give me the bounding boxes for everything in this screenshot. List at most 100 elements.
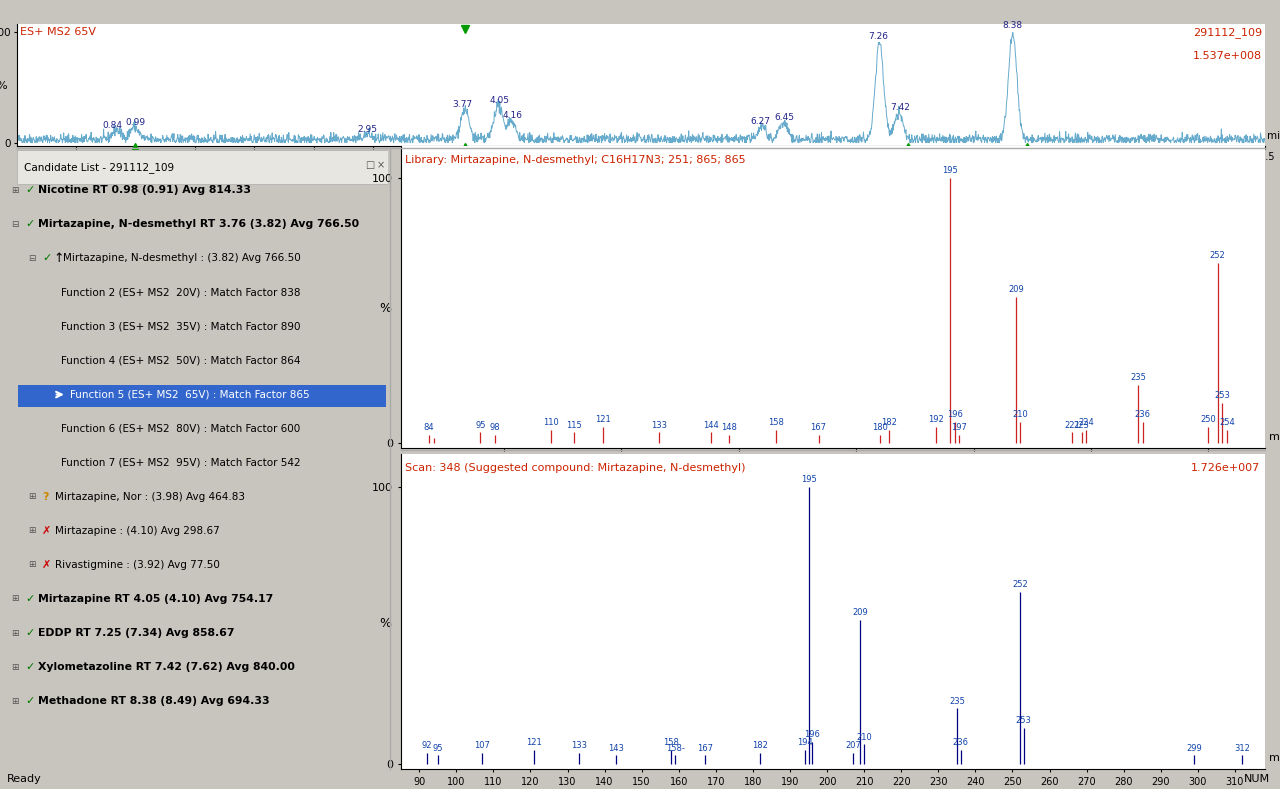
Text: Candidate List - 291112_109: Candidate List - 291112_109 [24, 162, 174, 173]
Text: □: □ [366, 160, 375, 170]
Text: Scan: 348 (Suggested compound: Mirtazapine, N-desmethyl): Scan: 348 (Suggested compound: Mirtazapi… [404, 463, 745, 473]
Text: 235: 235 [1130, 373, 1146, 382]
Text: 8.38: 8.38 [1002, 21, 1023, 30]
Text: ⊞: ⊞ [28, 560, 36, 570]
Text: 235: 235 [948, 697, 965, 705]
Text: Rivastigmine : (3.92) Avg 77.50: Rivastigmine : (3.92) Avg 77.50 [55, 560, 220, 570]
Text: 6.45: 6.45 [774, 114, 795, 122]
Text: 209: 209 [852, 608, 868, 617]
Text: 223: 223 [1074, 421, 1089, 429]
Text: 210: 210 [856, 733, 872, 742]
Text: 252: 252 [1210, 251, 1225, 260]
Text: 133: 133 [571, 741, 586, 750]
Text: ⊞: ⊞ [28, 526, 36, 535]
Text: 107: 107 [475, 741, 490, 750]
Text: Xylometazoline RT 7.42 (7.62) Avg 840.00: Xylometazoline RT 7.42 (7.62) Avg 840.00 [38, 662, 296, 672]
Text: ⊞: ⊞ [12, 663, 19, 671]
Text: NUM: NUM [1244, 774, 1270, 784]
Text: 4.05: 4.05 [489, 95, 509, 105]
Text: Mirtazapine : (4.10) Avg 298.67: Mirtazapine : (4.10) Avg 298.67 [55, 525, 220, 536]
Text: 180: 180 [872, 423, 887, 432]
Text: min: min [1267, 131, 1280, 141]
Text: 167: 167 [810, 423, 827, 432]
Text: Mirtazapine, N-desmethyl : (3.82) Avg 766.50: Mirtazapine, N-desmethyl : (3.82) Avg 76… [63, 253, 301, 264]
Text: Mirtazapine, Nor : (3.98) Avg 464.83: Mirtazapine, Nor : (3.98) Avg 464.83 [55, 492, 244, 502]
Text: 254: 254 [1219, 418, 1235, 427]
Text: 110: 110 [543, 418, 559, 427]
Text: Mirtazapine RT 4.05 (4.10) Avg 754.17: Mirtazapine RT 4.05 (4.10) Avg 754.17 [38, 594, 274, 604]
Text: 236: 236 [952, 739, 969, 747]
Text: 236: 236 [1134, 410, 1151, 419]
Text: 4.16: 4.16 [503, 111, 522, 120]
Text: 312: 312 [1234, 744, 1251, 753]
Text: 144: 144 [703, 421, 718, 429]
Text: 158: 158 [768, 418, 785, 427]
Y-axis label: %: % [0, 81, 6, 91]
Text: ⊞: ⊞ [12, 594, 19, 604]
Text: ✓: ✓ [26, 594, 35, 604]
Text: ×: × [376, 160, 385, 170]
Text: 121: 121 [526, 739, 541, 747]
Text: 196: 196 [947, 410, 963, 419]
Text: 253: 253 [1015, 716, 1032, 725]
Text: ✓: ✓ [26, 185, 35, 195]
Text: Ready: Ready [6, 774, 41, 784]
Text: 291112_109: 291112_109 [1193, 28, 1262, 38]
Text: Function 4 (ES+ MS2  50V) : Match Factor 864: Function 4 (ES+ MS2 50V) : Match Factor … [61, 356, 301, 365]
Text: m/z: m/z [1268, 432, 1280, 442]
Text: Function 2 (ES+ MS2  20V) : Match Factor 838: Function 2 (ES+ MS2 20V) : Match Factor … [61, 287, 301, 297]
Text: ⊟: ⊟ [28, 254, 36, 263]
Text: 7.42: 7.42 [890, 103, 910, 112]
Text: 182: 182 [753, 741, 768, 750]
Text: m/z: m/z [1268, 753, 1280, 763]
Text: ⊞: ⊞ [12, 629, 19, 638]
Text: ⊞: ⊞ [28, 492, 36, 501]
Text: 253: 253 [1215, 391, 1230, 401]
Text: ✓: ✓ [26, 628, 35, 638]
Text: Function 5 (ES+ MS2  65V) : Match Factor 865: Function 5 (ES+ MS2 65V) : Match Factor … [70, 390, 310, 399]
Text: Methadone RT 8.38 (8.49) Avg 694.33: Methadone RT 8.38 (8.49) Avg 694.33 [38, 696, 270, 706]
Text: 207: 207 [845, 741, 861, 750]
Text: 167: 167 [696, 744, 713, 753]
Text: 209: 209 [1007, 286, 1024, 294]
Text: 7.26: 7.26 [868, 32, 888, 41]
Text: 197: 197 [951, 423, 968, 432]
Text: ✓: ✓ [42, 253, 51, 264]
Text: 210: 210 [1012, 410, 1028, 419]
Text: 182: 182 [881, 418, 897, 427]
Text: 98: 98 [489, 423, 500, 432]
Text: 95: 95 [433, 744, 443, 753]
Text: ✓: ✓ [26, 662, 35, 672]
Text: 192: 192 [928, 415, 943, 424]
Text: Library: Mirtazapine, N-desmethyl; C16H17N3; 251; 865; 865: Library: Mirtazapine, N-desmethyl; C16H1… [404, 155, 745, 165]
Text: 299: 299 [1187, 744, 1202, 753]
Text: Function 3 (ES+ MS2  35V) : Match Factor 890: Function 3 (ES+ MS2 35V) : Match Factor … [61, 321, 301, 331]
Text: 221: 221 [1064, 421, 1080, 429]
Text: 252: 252 [1012, 581, 1028, 589]
Text: ⊟: ⊟ [12, 219, 19, 229]
FancyBboxPatch shape [18, 385, 387, 407]
FancyBboxPatch shape [17, 150, 388, 184]
Text: ↑: ↑ [54, 252, 64, 265]
Text: 133: 133 [652, 421, 667, 429]
Text: 1.537e+008: 1.537e+008 [1193, 50, 1262, 61]
Text: 195: 195 [801, 475, 817, 484]
Y-axis label: %: % [379, 618, 392, 630]
Text: ?: ? [42, 492, 49, 502]
Text: 158-: 158- [666, 744, 685, 753]
Text: ✗: ✗ [42, 525, 51, 536]
Text: ✗: ✗ [42, 560, 51, 570]
Text: EDDP RT 7.25 (7.34) Avg 858.67: EDDP RT 7.25 (7.34) Avg 858.67 [38, 628, 234, 638]
Text: ✓: ✓ [26, 696, 35, 706]
Text: ⊞: ⊞ [12, 185, 19, 195]
Text: 92: 92 [421, 741, 431, 750]
Text: 224: 224 [1078, 418, 1094, 427]
Text: Mirtazapine, N-desmethyl RT 3.76 (3.82) Avg 766.50: Mirtazapine, N-desmethyl RT 3.76 (3.82) … [38, 219, 360, 230]
Text: 195: 195 [942, 166, 957, 175]
Text: 158: 158 [663, 739, 680, 747]
Text: 0.84: 0.84 [102, 121, 122, 130]
Text: 0.99: 0.99 [125, 118, 146, 127]
Text: 1.726e+007: 1.726e+007 [1192, 463, 1261, 473]
Text: ✓: ✓ [26, 219, 35, 230]
Text: 2.95: 2.95 [357, 125, 378, 134]
